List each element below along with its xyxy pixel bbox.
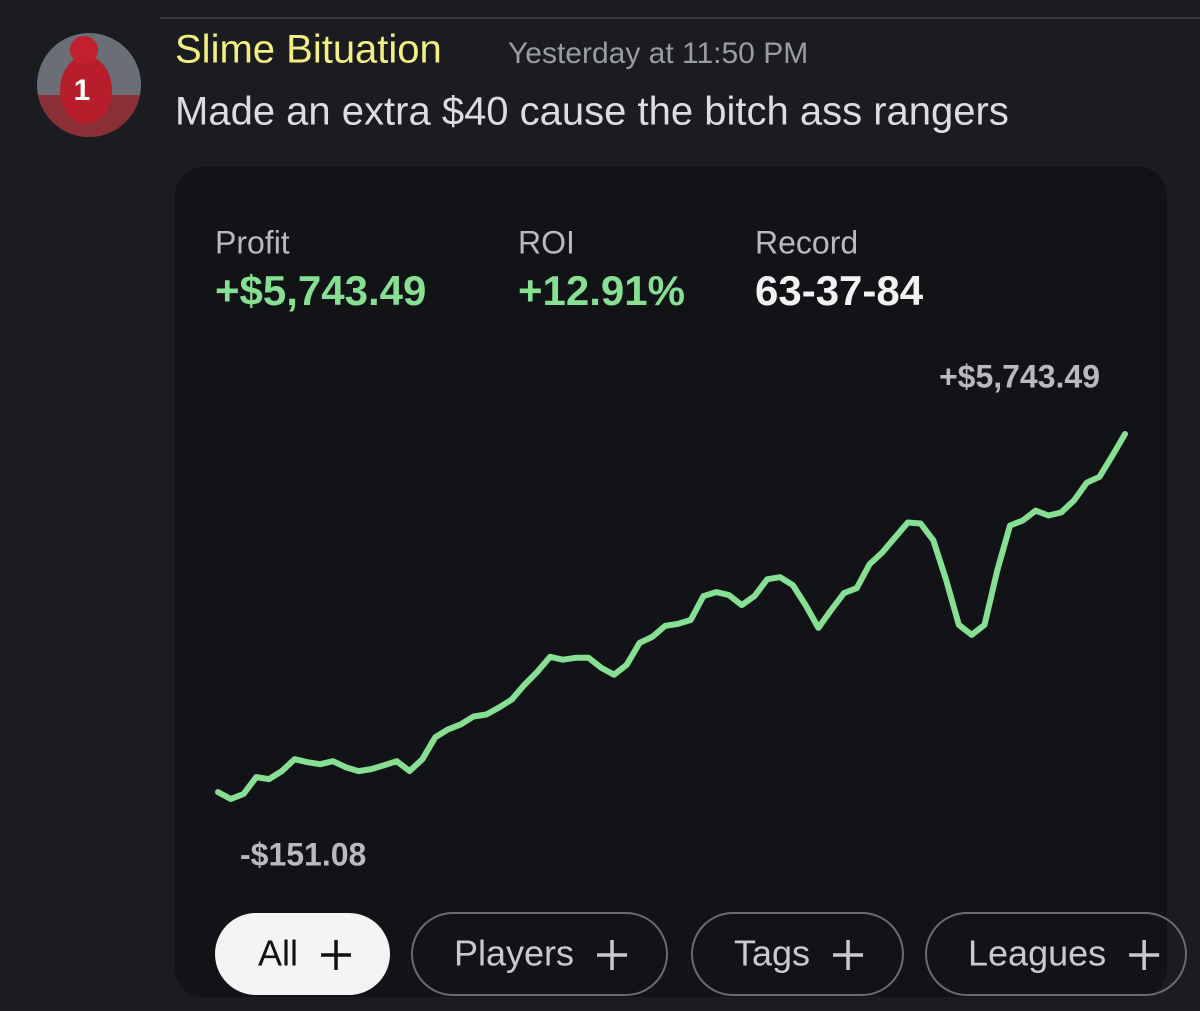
filter-pill[interactable]: All [215, 913, 390, 995]
stat-value: +12.91% [518, 267, 685, 314]
pill-label: Players [454, 933, 574, 974]
timestamp: Yesterday at 11:50 PM [508, 37, 808, 70]
plus-icon [321, 940, 352, 970]
min-label: -$151.08 [240, 836, 366, 872]
pill-bg [215, 913, 390, 995]
svg-text:1: 1 [74, 74, 91, 107]
stat-label: Profit [215, 224, 290, 260]
filter-pill[interactable]: Players [411, 912, 668, 996]
avatar[interactable]: 1 [37, 33, 141, 137]
plus-icon [1129, 940, 1160, 970]
stat-label: ROI [518, 224, 575, 260]
pill-label: Leagues [968, 933, 1106, 974]
pill-label: All [258, 933, 298, 974]
embed-card [175, 167, 1167, 997]
filter-pill[interactable]: Leagues [925, 912, 1187, 996]
filters: All Players Tags Leagues [215, 912, 1187, 996]
stat-value: 63-37-84 [755, 267, 924, 314]
plus-icon [597, 940, 628, 970]
pill-bg [925, 912, 1187, 996]
stat-label: Record [755, 224, 858, 260]
author-name[interactable]: Slime Bituation [175, 28, 442, 72]
message-text: Made an extra $40 cause the bitch ass ra… [175, 90, 1009, 134]
filter-pill[interactable]: Tags [691, 912, 904, 996]
max-label: +$5,743.49 [939, 358, 1100, 394]
pill-bg [411, 912, 668, 996]
stats: Profit +$5,743.49 ROI +12.91% Record 63-37-84 [215, 224, 924, 314]
plus-icon [833, 940, 864, 970]
chart: +$5,743.49 -$151.08 [215, 358, 1128, 872]
stat-value: +$5,743.49 [215, 267, 426, 314]
pill-label: Tags [734, 933, 810, 974]
pill-bg [691, 912, 904, 996]
profit-line [215, 431, 1128, 802]
